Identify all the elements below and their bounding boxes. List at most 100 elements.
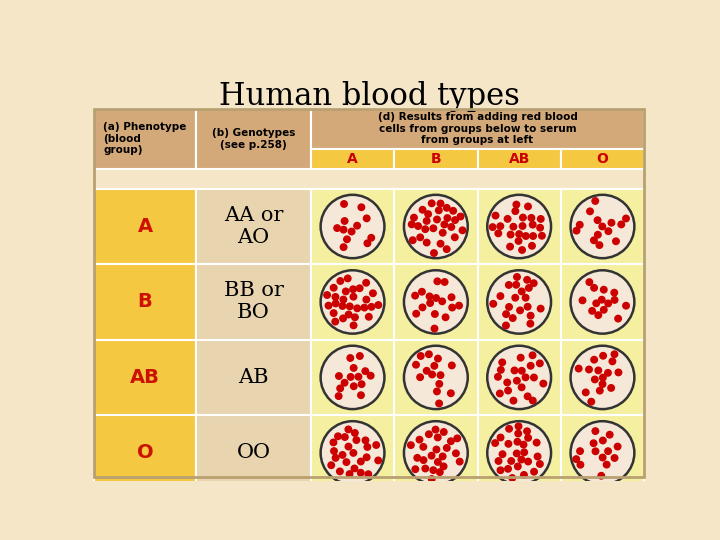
Circle shape xyxy=(343,288,349,295)
Circle shape xyxy=(596,242,603,248)
Circle shape xyxy=(513,281,519,288)
Circle shape xyxy=(592,376,598,383)
Circle shape xyxy=(348,374,354,380)
Text: B: B xyxy=(138,293,153,312)
Circle shape xyxy=(508,231,514,238)
Text: OO: OO xyxy=(237,443,271,462)
Circle shape xyxy=(608,384,614,391)
Circle shape xyxy=(540,380,546,387)
Circle shape xyxy=(586,366,593,373)
Circle shape xyxy=(527,313,534,319)
Circle shape xyxy=(528,242,535,249)
Circle shape xyxy=(523,428,531,435)
Circle shape xyxy=(431,311,438,317)
Circle shape xyxy=(590,237,597,244)
Circle shape xyxy=(350,293,356,300)
Circle shape xyxy=(487,270,551,334)
Circle shape xyxy=(519,247,526,253)
Circle shape xyxy=(335,433,341,440)
Circle shape xyxy=(456,302,462,309)
Circle shape xyxy=(512,294,518,301)
Circle shape xyxy=(320,195,384,258)
Circle shape xyxy=(503,322,509,329)
Circle shape xyxy=(497,223,503,230)
Circle shape xyxy=(448,390,454,396)
Circle shape xyxy=(497,390,503,397)
Circle shape xyxy=(417,234,423,240)
Circle shape xyxy=(404,195,468,258)
FancyBboxPatch shape xyxy=(196,415,311,491)
Circle shape xyxy=(433,295,439,301)
Circle shape xyxy=(516,231,523,237)
Circle shape xyxy=(499,359,505,366)
Text: A: A xyxy=(347,152,358,166)
Circle shape xyxy=(605,300,611,307)
Circle shape xyxy=(365,471,372,477)
Circle shape xyxy=(341,226,347,233)
Circle shape xyxy=(582,389,589,396)
Circle shape xyxy=(408,442,414,448)
Circle shape xyxy=(356,285,363,292)
Circle shape xyxy=(592,198,598,204)
Circle shape xyxy=(434,434,441,441)
Circle shape xyxy=(528,362,534,369)
Circle shape xyxy=(514,438,521,445)
Circle shape xyxy=(435,459,441,465)
Circle shape xyxy=(573,456,580,462)
Circle shape xyxy=(423,239,430,246)
Circle shape xyxy=(364,444,371,450)
Circle shape xyxy=(375,457,382,464)
Circle shape xyxy=(364,240,371,246)
Circle shape xyxy=(404,421,468,484)
Circle shape xyxy=(337,278,343,284)
Circle shape xyxy=(324,292,330,298)
Circle shape xyxy=(492,440,498,446)
Circle shape xyxy=(515,463,521,470)
Circle shape xyxy=(418,353,424,359)
Circle shape xyxy=(330,285,337,291)
Circle shape xyxy=(499,451,505,457)
Circle shape xyxy=(511,367,518,374)
Circle shape xyxy=(505,465,511,472)
Text: Human blood types: Human blood types xyxy=(219,81,519,112)
Circle shape xyxy=(591,356,598,363)
Circle shape xyxy=(525,458,531,465)
Circle shape xyxy=(422,465,428,472)
Circle shape xyxy=(437,372,444,379)
Circle shape xyxy=(427,300,433,306)
FancyBboxPatch shape xyxy=(394,189,477,264)
Circle shape xyxy=(426,431,432,437)
Circle shape xyxy=(570,346,634,409)
FancyBboxPatch shape xyxy=(561,264,644,340)
Circle shape xyxy=(487,346,551,409)
Circle shape xyxy=(492,212,499,219)
Circle shape xyxy=(589,308,595,314)
Circle shape xyxy=(536,360,543,367)
FancyBboxPatch shape xyxy=(311,340,394,415)
FancyBboxPatch shape xyxy=(311,148,394,168)
Circle shape xyxy=(520,214,526,221)
Circle shape xyxy=(570,195,634,258)
Circle shape xyxy=(595,312,601,319)
FancyBboxPatch shape xyxy=(94,189,196,264)
Circle shape xyxy=(444,215,451,221)
Circle shape xyxy=(623,215,629,222)
Circle shape xyxy=(615,369,621,376)
Circle shape xyxy=(358,204,364,211)
Circle shape xyxy=(593,448,599,455)
Circle shape xyxy=(592,428,598,434)
Circle shape xyxy=(337,468,343,475)
Circle shape xyxy=(410,214,417,221)
Circle shape xyxy=(437,240,444,247)
Circle shape xyxy=(426,351,432,357)
Circle shape xyxy=(353,437,360,443)
Circle shape xyxy=(351,322,357,329)
Circle shape xyxy=(449,362,455,369)
Circle shape xyxy=(413,310,420,317)
Circle shape xyxy=(330,310,337,316)
Circle shape xyxy=(529,352,536,359)
Circle shape xyxy=(430,467,436,474)
Text: (d) Results from adding red blood
cells from groups below to serum
from groups a: (d) Results from adding red blood cells … xyxy=(377,112,577,145)
Circle shape xyxy=(345,443,351,450)
Circle shape xyxy=(364,215,370,221)
